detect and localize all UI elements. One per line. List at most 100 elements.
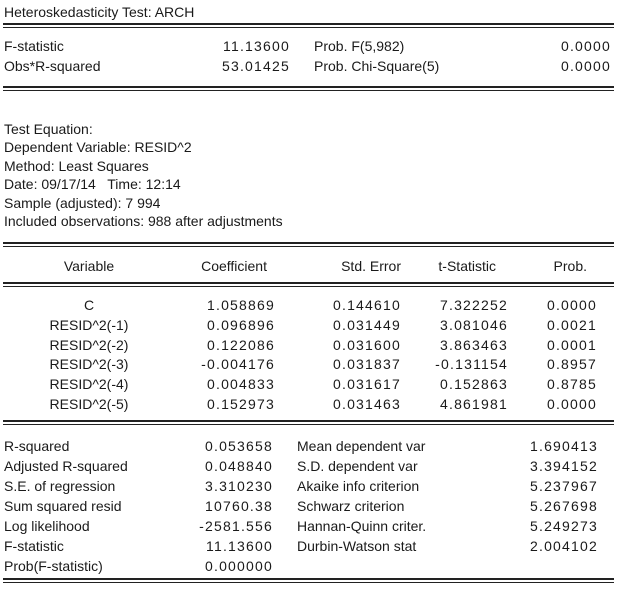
t-statistic-cell: 3.863463 [440, 336, 508, 353]
prob-cell: 0.0000 [546, 297, 597, 314]
table-row: Prob(F-statistic) 0.000000 [3, 556, 614, 576]
coefficient-cell: 0.122086 [207, 336, 275, 353]
variable-cell: RESID^2(-1) [49, 316, 129, 333]
summary-value: -2581.556 [199, 518, 273, 535]
coefficients-table-body: C 1.058869 0.144610 7.322252 0.0000 RESI… [3, 287, 614, 420]
divider [3, 242, 614, 248]
table-row: C 1.058869 0.144610 7.322252 0.0000 [3, 295, 614, 315]
coefficient-cell: -0.004176 [201, 356, 275, 373]
summary-label: S.D. dependent var [297, 458, 418, 475]
t-statistic-cell: 7.322252 [440, 297, 508, 314]
coefficients-header-row: Variable Coefficient Std. Error t-Statis… [3, 256, 614, 275]
t-statistic-cell: 3.081046 [440, 316, 508, 333]
equation-info-block: Test Equation: Dependent Variable: RESID… [3, 121, 614, 231]
prob-cell: 0.0000 [546, 395, 597, 412]
t-statistic-cell: -0.131154 [435, 356, 508, 373]
summary-label: Log likelihood [4, 518, 90, 535]
summary-value: 11.13600 [206, 538, 273, 555]
prob-cell: 0.8957 [546, 356, 597, 373]
column-header-std-error: Std. Error [341, 257, 401, 274]
summary-value: 0.000000 [205, 558, 273, 575]
summary-label: Schwarz criterion [297, 498, 405, 515]
divider [3, 282, 614, 288]
column-header-t-statistic: t-Statistic [438, 257, 496, 274]
info-line: Method: Least Squares [4, 157, 149, 174]
variable-cell: C [83, 297, 95, 314]
table-row: Adjusted R-squared 0.048840 S.D. depende… [3, 456, 614, 476]
table-row: RESID^2(-2) 0.122086 0.031600 3.863463 0… [3, 335, 614, 355]
table-row: F-statistic 11.13600 Prob. F(5,982) 0.00… [3, 36, 614, 56]
table-row: Log likelihood -2581.556 Hannan-Quinn cr… [3, 516, 614, 536]
summary-label: Adjusted R-squared [4, 458, 128, 475]
info-line: Included observations: 988 after adjustm… [4, 212, 283, 229]
coefficient-cell: 0.004833 [207, 375, 275, 392]
summary-value: 5.237967 [530, 478, 598, 495]
summary-value: 3.394152 [530, 458, 598, 475]
variable-cell: RESID^2(-5) [49, 395, 129, 412]
variable-cell: RESID^2(-4) [49, 375, 129, 392]
summary-value: 0.048840 [205, 458, 273, 475]
divider-bottom [3, 578, 614, 584]
table-row: RESID^2(-1) 0.096896 0.031449 3.081046 0… [3, 315, 614, 335]
table-row: RESID^2(-4) 0.004833 0.031617 0.152863 0… [3, 374, 614, 394]
page-title: Heteroskedasticity Test: ARCH [4, 4, 195, 20]
summary-label: R-squared [4, 438, 70, 455]
std-error-cell: 0.144610 [333, 297, 401, 314]
table-row: F-statistic 11.13600 Durbin-Watson stat … [3, 536, 614, 556]
std-error-cell: 0.031617 [333, 375, 401, 392]
prob-label: Prob. Chi-Square(5) [314, 58, 440, 74]
std-error-cell: 0.031600 [333, 336, 401, 353]
divider [3, 86, 614, 91]
divider-top [3, 23, 614, 28]
table-row: Sum squared resid 10760.38 Schwarz crite… [3, 496, 614, 516]
summary-value: 1.690413 [530, 438, 598, 455]
std-error-cell: 0.031837 [333, 356, 401, 373]
stat-label: F-statistic [4, 38, 64, 54]
prob-label: Prob. F(5,982) [314, 38, 405, 54]
variable-cell: RESID^2(-3) [49, 356, 129, 373]
test-statistics-block: F-statistic 11.13600 Prob. F(5,982) 0.00… [3, 28, 614, 86]
info-line: Test Equation: [4, 121, 93, 137]
column-header-variable: Variable [63, 257, 115, 274]
divider [3, 420, 614, 426]
summary-value: 3.310230 [205, 478, 273, 495]
t-statistic-cell: 4.861981 [440, 395, 508, 412]
info-line: Dependent Variable: RESID^2 [4, 139, 192, 156]
summary-statistics-block: R-squared 0.053658 Mean dependent var 1.… [3, 425, 614, 578]
summary-label: Prob(F-statistic) [4, 558, 103, 575]
table-row: S.E. of regression 3.310230 Akaike info … [3, 476, 614, 496]
t-statistic-cell: 0.152863 [440, 375, 508, 392]
table-row: Obs*R-squared 53.01425 Prob. Chi-Square(… [3, 56, 614, 76]
coefficient-cell: 1.058869 [207, 297, 275, 314]
table-row: RESID^2(-5) 0.152973 0.031463 4.861981 0… [3, 394, 614, 414]
coefficient-cell: 0.096896 [207, 316, 275, 333]
prob-value: 0.0000 [560, 58, 611, 74]
column-header-coefficient: Coefficient [201, 257, 267, 274]
prob-cell: 0.0021 [546, 316, 597, 333]
summary-label: Hannan-Quinn criter. [297, 518, 427, 535]
std-error-cell: 0.031449 [333, 316, 401, 333]
summary-label: Mean dependent var [297, 438, 426, 455]
stat-label: Obs*R-squared [4, 58, 101, 74]
prob-cell: 0.8785 [546, 375, 597, 392]
summary-value: 0.053658 [205, 438, 273, 455]
stat-value: 11.13600 [223, 38, 290, 54]
summary-value: 10760.38 [205, 498, 273, 515]
prob-value: 0.0000 [560, 38, 611, 54]
stat-value: 53.01425 [222, 58, 290, 74]
variable-cell: RESID^2(-2) [49, 336, 129, 353]
table-row: RESID^2(-3) -0.004176 0.031837 -0.131154… [3, 354, 614, 374]
summary-label: S.E. of regression [4, 478, 116, 495]
summary-value: 5.249273 [530, 518, 598, 535]
summary-label: F-statistic [4, 538, 64, 555]
info-line: Date: 09/17/14 Time: 12:14 [4, 176, 181, 193]
eviews-arch-test-output: Heteroskedasticity Test: ARCH F-statisti… [0, 4, 617, 584]
prob-cell: 0.0001 [546, 336, 597, 353]
summary-value: 5.267698 [530, 498, 598, 515]
coefficient-cell: 0.152973 [207, 395, 275, 412]
info-line: Sample (adjusted): 7 994 [4, 194, 161, 211]
summary-label: Akaike info criterion [297, 478, 420, 495]
summary-label: Sum squared resid [4, 498, 122, 515]
column-header-prob: Prob. [553, 257, 587, 274]
summary-label: Durbin-Watson stat [297, 538, 417, 555]
